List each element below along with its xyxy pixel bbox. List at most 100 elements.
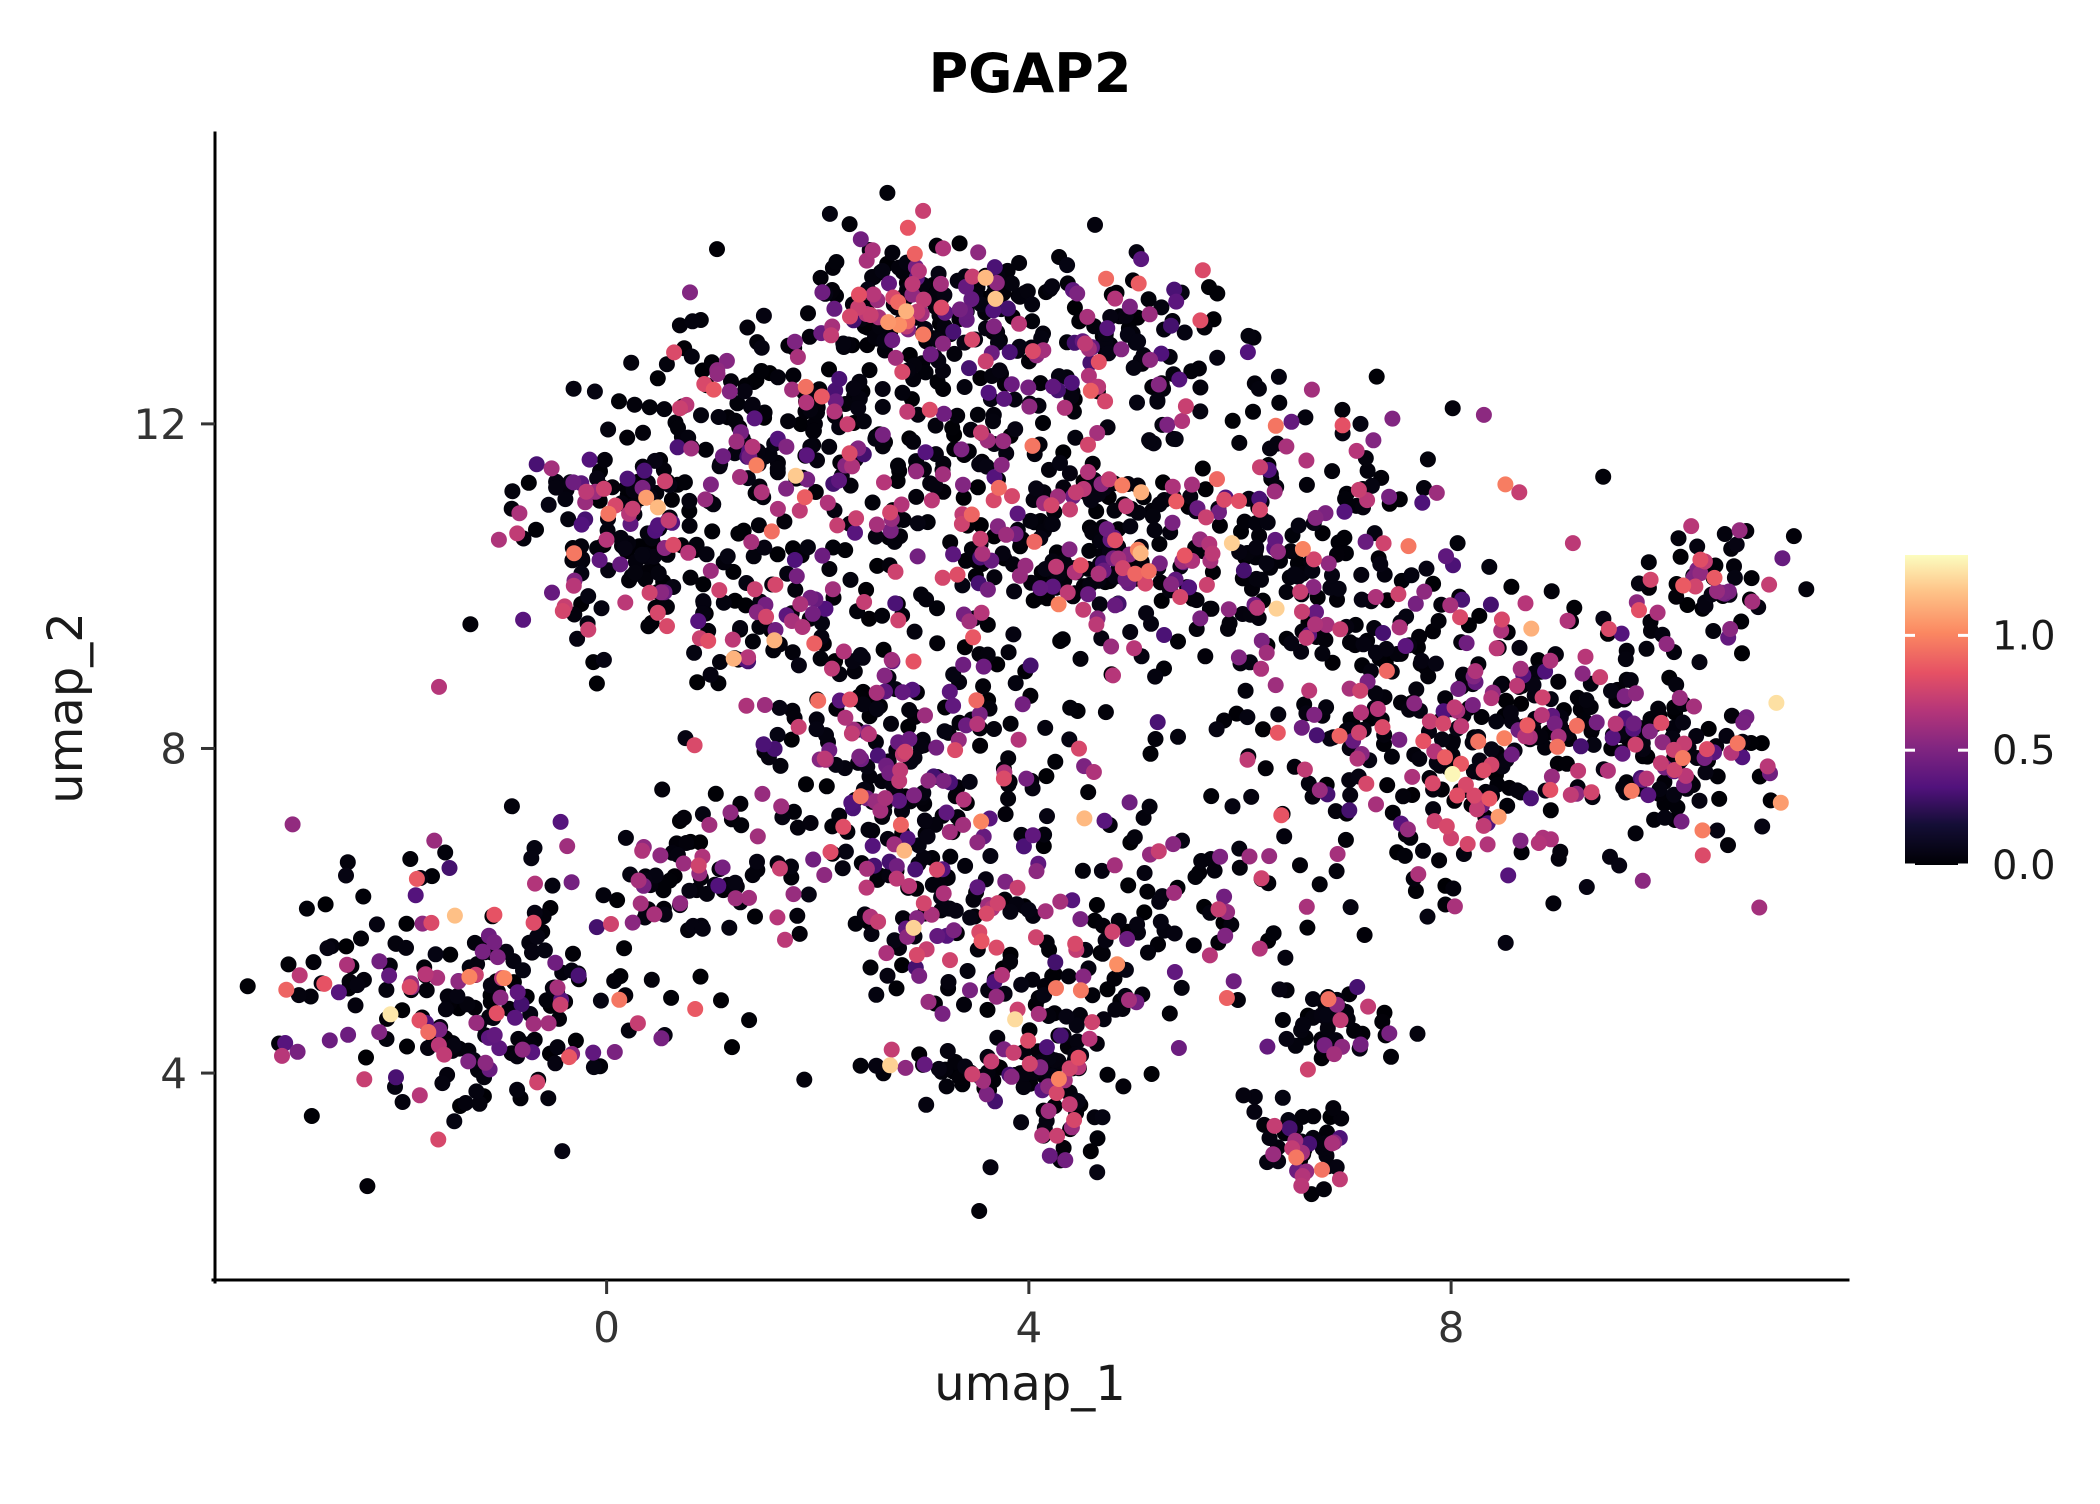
data-point [457, 1095, 474, 1111]
data-point [1353, 704, 1369, 721]
data-point [1005, 1044, 1022, 1061]
data-point [990, 479, 1007, 496]
data-point [1453, 718, 1470, 735]
data-point [1330, 580, 1347, 597]
data-point [683, 348, 700, 365]
data-point [835, 818, 852, 835]
data-point [1496, 730, 1513, 747]
data-point [1216, 888, 1233, 905]
data-point [901, 702, 918, 718]
data-point [848, 510, 865, 527]
data-point [1081, 542, 1098, 559]
data-point [349, 977, 366, 994]
data-point [1211, 504, 1227, 521]
data-point [1220, 601, 1237, 618]
data-point [1342, 899, 1359, 916]
data-point [909, 548, 926, 565]
data-point [284, 816, 301, 833]
data-point [693, 407, 709, 424]
data-point [1350, 481, 1367, 498]
data-point [1259, 514, 1276, 531]
data-point [1044, 516, 1061, 533]
data-point [769, 546, 786, 563]
data-point [1022, 657, 1039, 674]
data-point [874, 263, 891, 279]
data-point [650, 565, 667, 582]
data-point [1416, 583, 1433, 600]
data-point [1420, 668, 1437, 685]
data-point [488, 1005, 505, 1022]
data-point [1438, 818, 1455, 835]
data-point [961, 613, 978, 630]
data-point [619, 470, 636, 487]
data-point [935, 885, 952, 902]
data-point [408, 870, 425, 887]
data-point [906, 787, 922, 804]
data-point [1421, 713, 1438, 730]
data-point [743, 534, 760, 550]
data-point [1656, 809, 1673, 826]
data-point [681, 517, 698, 534]
data-point [1293, 1177, 1310, 1194]
data-point [908, 488, 925, 505]
data-point [910, 263, 927, 279]
data-point [862, 307, 879, 323]
data-point [1785, 528, 1802, 545]
data-point [1627, 685, 1644, 702]
data-point [277, 1035, 294, 1051]
data-point [892, 816, 909, 833]
data-point [1390, 586, 1407, 603]
data-point [1500, 867, 1517, 884]
data-point [1511, 484, 1528, 501]
data-point [727, 890, 744, 907]
data-point [1058, 1008, 1075, 1025]
data-point [1077, 335, 1094, 352]
data-point [1372, 556, 1389, 573]
data-point [944, 419, 961, 436]
data-point [1059, 257, 1076, 274]
data-point [1090, 565, 1107, 582]
data-point [991, 362, 1008, 379]
data-point [1337, 831, 1354, 848]
data-point [1024, 296, 1041, 313]
data-point [813, 388, 830, 405]
data-point [1064, 892, 1081, 909]
data-point [638, 489, 655, 506]
data-point [1709, 822, 1726, 839]
data-point [606, 1044, 623, 1060]
data-point [969, 879, 986, 896]
data-point [634, 842, 651, 859]
data-point [1761, 576, 1778, 593]
data-point [769, 500, 786, 517]
data-point [1231, 493, 1247, 509]
data-point [1391, 619, 1408, 636]
data-point [1603, 683, 1619, 699]
data-point [982, 1159, 999, 1176]
data-point [423, 914, 440, 931]
data-point [1002, 953, 1019, 970]
data-point [905, 433, 922, 450]
data-point [1197, 481, 1214, 498]
data-point [1349, 979, 1366, 995]
data-point [1498, 692, 1514, 709]
data-point [1298, 898, 1315, 915]
data-point [714, 859, 731, 876]
data-point [492, 989, 509, 1006]
data-point [908, 947, 925, 963]
data-point [936, 723, 953, 740]
data-point [869, 557, 886, 574]
data-point [1324, 463, 1341, 480]
data-point [1726, 569, 1743, 586]
data-point [724, 1039, 740, 1056]
data-point [1062, 699, 1079, 716]
data-point [1118, 498, 1135, 515]
data-point [882, 504, 899, 521]
data-point [1159, 416, 1176, 433]
data-point [471, 1095, 488, 1112]
data-point [1670, 530, 1687, 547]
data-point [1314, 645, 1331, 662]
data-point [697, 491, 714, 508]
data-point [1404, 768, 1421, 785]
data-point [1283, 413, 1300, 430]
data-point [565, 945, 581, 962]
